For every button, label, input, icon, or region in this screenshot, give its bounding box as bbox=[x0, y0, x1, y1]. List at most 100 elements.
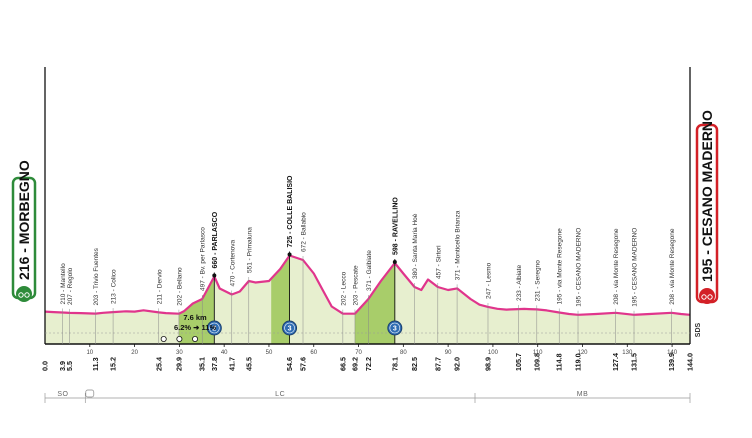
waypoint-name: 660 - PARLASCO bbox=[212, 211, 219, 268]
waypoint-name: 195 - via Monte Resegone bbox=[557, 228, 564, 305]
km-tick-label: 10 bbox=[86, 350, 93, 356]
waypoint-name: 231 - Seregno bbox=[534, 260, 541, 302]
waypoint-name: 211 - Dervio bbox=[156, 269, 163, 304]
waypoint-km: 57.6 bbox=[299, 357, 308, 371]
waypoint-name: 207 - Regolo bbox=[67, 267, 74, 305]
waypoint-km: 109.8 bbox=[532, 353, 541, 371]
finish-name: CESANO MADERNO bbox=[699, 110, 715, 246]
waypoint-name: 195 - CESANO MADERNO bbox=[632, 228, 639, 307]
waypoint-km: 139.9 bbox=[667, 353, 676, 371]
intermediate-marker-icon bbox=[160, 335, 167, 342]
km-tick-label: 20 bbox=[131, 350, 138, 356]
km-tick-label: 100 bbox=[488, 350, 499, 356]
waypoint-labels: 210 - Mantello 3.9 207 - Regolo 5.5 203 - Tr… bbox=[58, 175, 676, 371]
waypoint-km: 127.4 bbox=[611, 353, 620, 371]
start-town-label: 216 - MORBEGNO bbox=[16, 160, 32, 280]
finish-town-label: 195 - CESANO MADERNO bbox=[699, 110, 715, 282]
start-name: MORBEGNO bbox=[16, 160, 32, 244]
summit-dot bbox=[287, 252, 292, 257]
waypoint-km: 72.2 bbox=[364, 357, 373, 371]
climb-info: 7.6 km 6.2% ➜ 11% bbox=[174, 313, 216, 332]
waypoint-name: 470 - Cortenova bbox=[229, 240, 236, 287]
region-label: LC bbox=[275, 391, 285, 398]
altitude-tick-label: 700 bbox=[276, 237, 284, 242]
waypoint-name: 208 - via Monte Resegone bbox=[613, 228, 620, 305]
waypoint-km: 35.1 bbox=[198, 357, 207, 371]
waypoint-km: 11.3 bbox=[91, 357, 100, 371]
waypoint-km: 41.7 bbox=[227, 357, 236, 371]
start-altitude: 216 bbox=[16, 256, 32, 280]
waypoint-km: 87.7 bbox=[433, 357, 442, 371]
waypoint-km: 92.0 bbox=[453, 357, 462, 371]
km-tick-label: 40 bbox=[221, 350, 228, 356]
waypoint-km: 131.5 bbox=[630, 353, 639, 371]
waypoint-km: 82.5 bbox=[410, 357, 419, 371]
profile-line bbox=[44, 254, 691, 316]
waypoint-name: 457 - Sirtori bbox=[435, 245, 442, 279]
region-label: SO bbox=[57, 391, 68, 398]
intermediate-marker-icon bbox=[176, 335, 183, 342]
km-tick-label: 110 bbox=[533, 350, 543, 356]
region-icon bbox=[85, 389, 95, 398]
waypoint-name: 213 - Colico bbox=[111, 269, 118, 304]
waypoint-name: 203 - Trivio Fuentes bbox=[93, 247, 100, 305]
waypoint-km: 5.5 bbox=[65, 361, 74, 371]
waypoint-name: 202 - Bellano bbox=[176, 267, 183, 306]
waypoint-km: 54.6 bbox=[285, 357, 294, 371]
waypoint-km: 29.9 bbox=[174, 357, 183, 371]
waypoint-km: 15.2 bbox=[109, 357, 118, 371]
waypoint-km: 119.0 bbox=[574, 353, 583, 371]
climb-area bbox=[271, 255, 290, 344]
elevation-line bbox=[44, 254, 691, 316]
waypoint-km: 114.8 bbox=[555, 353, 564, 371]
altitude-tick-label: 600 bbox=[276, 252, 284, 257]
waypoint-km: 3.9 bbox=[58, 361, 67, 371]
start-badge: 216 - MORBEGNO bbox=[11, 160, 37, 302]
intermediate-marker-icon bbox=[192, 335, 199, 342]
waypoint-name: 233 - Albiate bbox=[516, 265, 523, 302]
waypoint-name: 380 - Santa Maria Hoè bbox=[412, 213, 419, 279]
km-tick-label: 80 bbox=[400, 350, 407, 356]
gpm-badge-ring bbox=[209, 322, 220, 334]
region-label: MB bbox=[577, 391, 589, 398]
finish-badge: 195 - CESANO MADERNO bbox=[695, 110, 719, 304]
summit-dot bbox=[212, 273, 217, 278]
finish-bike-icon bbox=[699, 288, 715, 304]
climb-gradient: 6.2% ➜ 11% bbox=[174, 323, 216, 332]
waypoint-km: 105.7 bbox=[514, 353, 523, 371]
waypoint-name: 208 - via Monte Resegone bbox=[669, 228, 676, 305]
km-tick-label: 60 bbox=[310, 350, 317, 356]
waypoint-name: 497 - Bv. per Parlasco bbox=[200, 227, 207, 291]
climb-length: 7.6 km bbox=[183, 313, 207, 322]
waypoint-name: 725 - COLLE BALISIO bbox=[287, 175, 294, 248]
waypoint-name: 210 - Mantello bbox=[60, 263, 67, 305]
km-tick-label: 90 bbox=[445, 350, 452, 356]
waypoint-km: 69.2 bbox=[350, 357, 359, 371]
waypoint-km: 66.5 bbox=[338, 357, 347, 371]
waypoint-name: 247 - Lesmo bbox=[485, 262, 492, 299]
km-tick-label: 140 bbox=[667, 350, 678, 356]
distance-axis: 10 20 30 40 50 60 70 80 90 100 110 120 130 140 0.0 144.… bbox=[41, 67, 695, 371]
waypoint-name: 371 - Monticello Brianza bbox=[455, 210, 462, 280]
waypoint-name: 551 - Primaluna bbox=[246, 227, 253, 273]
waypoint-name: 195 - CESANO MADERNO bbox=[576, 228, 583, 307]
waypoint-km: 78.1 bbox=[390, 357, 399, 371]
waypoint-km: 25.4 bbox=[154, 357, 163, 371]
km-tick-label: 120 bbox=[577, 350, 588, 356]
gpm-badge-ring bbox=[284, 322, 295, 334]
gpm-category: 3 bbox=[393, 326, 397, 333]
km-tick-label: 70 bbox=[355, 350, 362, 356]
waypoint-name: 203 - Pescate bbox=[352, 265, 359, 305]
summit-dot bbox=[392, 260, 397, 264]
gpm-badge-ring bbox=[389, 322, 401, 334]
finish-altitude: 195 bbox=[699, 258, 715, 282]
km-tick-label: 50 bbox=[266, 350, 273, 356]
climb-area bbox=[354, 263, 395, 344]
km-tick-label: 30 bbox=[176, 350, 183, 356]
waypoint-km: 37.8 bbox=[210, 357, 219, 371]
km-tick-label: 130 bbox=[622, 350, 633, 356]
gpm-markers: 2 3 3 bbox=[206, 252, 403, 336]
km-label: 144.0 bbox=[686, 353, 695, 371]
start-bike-icon bbox=[16, 286, 32, 302]
waypoint-km: 45.5 bbox=[244, 357, 253, 371]
